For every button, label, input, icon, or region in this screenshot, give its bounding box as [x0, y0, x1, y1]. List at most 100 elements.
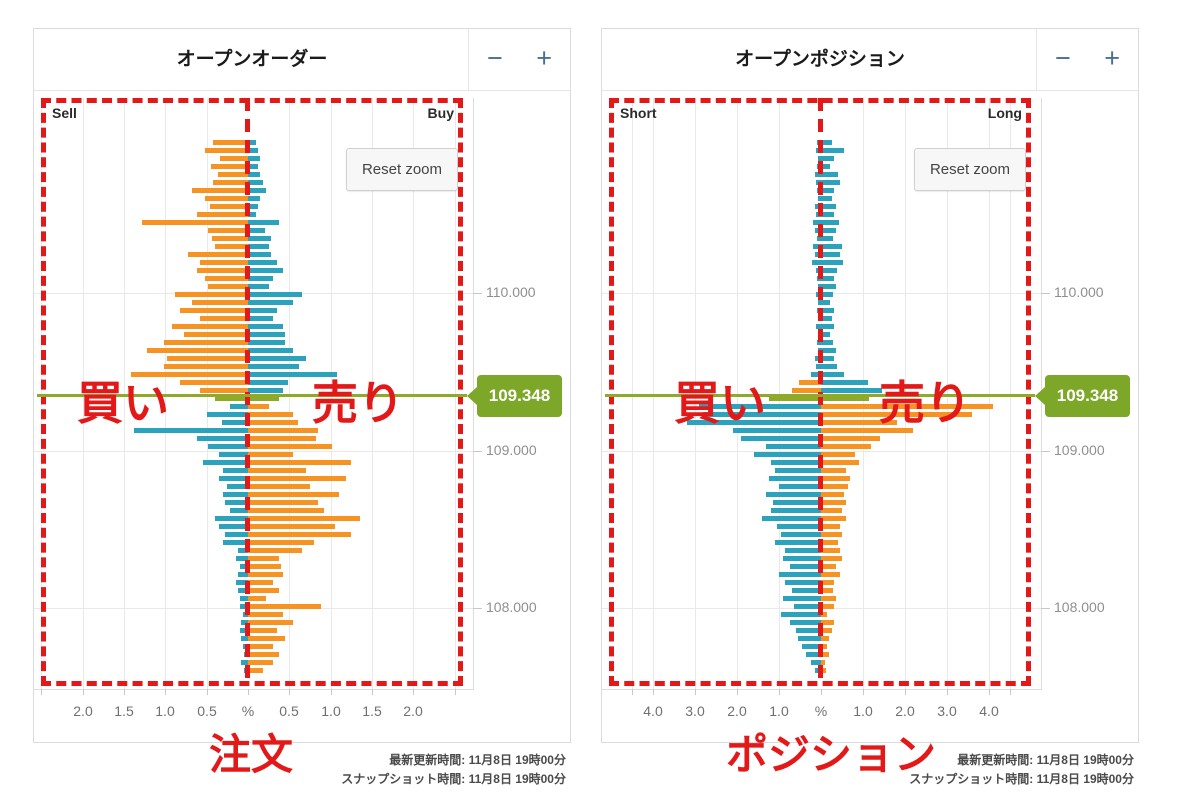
- left-bar: [814, 172, 821, 177]
- timestamps: 最新更新時間: 11月8日 19時00分 スナップショット時間: 11月8日 1…: [909, 751, 1134, 789]
- right-bar: [248, 388, 283, 393]
- x-tick-mark: [330, 689, 332, 695]
- left-bar: [180, 308, 248, 313]
- left-bar: [732, 428, 821, 433]
- right-bar: [821, 500, 847, 505]
- right-bar: [248, 580, 273, 585]
- right-bar: [821, 436, 880, 441]
- zoom-out-button[interactable]: −: [1055, 43, 1071, 73]
- right-bar: [821, 620, 834, 625]
- right-bar: [821, 244, 842, 249]
- right-bar: [821, 268, 837, 273]
- right-bar: [821, 428, 914, 433]
- left-bar: [774, 468, 821, 473]
- x-axis-tick: 1.0: [769, 703, 789, 719]
- zoom-in-button[interactable]: +: [536, 43, 552, 73]
- price-axis-label: 108.000: [486, 599, 537, 615]
- x-axis-tick: 0.5: [279, 703, 299, 719]
- right-bar: [248, 244, 269, 249]
- vertical-gridline: [989, 98, 990, 689]
- right-bar: [821, 492, 845, 497]
- right-bar: [248, 308, 277, 313]
- right-bar: [821, 156, 834, 161]
- right-bar: [248, 596, 267, 601]
- right-bar: [248, 364, 300, 369]
- left-bar: [235, 580, 248, 585]
- left-bar: [791, 388, 821, 393]
- x-axis-tick: 1.5: [362, 703, 382, 719]
- right-bar: [248, 164, 258, 169]
- left-bar: [191, 188, 248, 193]
- right-bar: [248, 228, 265, 233]
- right-bar: [248, 436, 316, 441]
- right-bar: [248, 348, 294, 353]
- right-bar: [248, 476, 346, 481]
- current-price-badge: 109.348: [477, 375, 562, 417]
- left-bar: [213, 180, 248, 185]
- right-bar: [821, 356, 834, 361]
- reset-zoom-button[interactable]: Reset zoom: [914, 148, 1026, 191]
- right-bar: [821, 220, 839, 225]
- annotation-buy-text: 買い: [77, 377, 169, 429]
- vertical-gridline: [905, 98, 906, 689]
- right-bar: [821, 460, 859, 465]
- zoom-in-button[interactable]: +: [1104, 43, 1120, 73]
- x-tick-mark: [653, 689, 654, 695]
- right-bar: [821, 452, 855, 457]
- right-bar: [248, 236, 272, 241]
- price-tick-mark: [473, 293, 482, 294]
- left-bar: [239, 628, 248, 633]
- left-bar: [703, 412, 821, 417]
- left-bar: [235, 556, 248, 561]
- panel-title: オープンオーダー: [176, 49, 328, 70]
- right-bar: [248, 636, 286, 641]
- right-bar: [821, 276, 834, 281]
- right-bar: [248, 172, 261, 177]
- x-tick-mark: [165, 689, 167, 695]
- right-bar: [248, 196, 261, 201]
- right-bar: [248, 380, 288, 385]
- left-bar: [770, 508, 821, 513]
- short-side-label: Short: [620, 105, 657, 121]
- vertical-gridline: [82, 98, 84, 689]
- x-tick-mark: [737, 689, 738, 695]
- left-bar: [191, 300, 248, 305]
- right-bar: [821, 308, 834, 313]
- right-bar: [248, 220, 280, 225]
- left-bar: [783, 596, 821, 601]
- left-bar: [762, 516, 821, 521]
- vertical-gridline: [289, 98, 291, 689]
- left-bar: [795, 628, 821, 633]
- x-axis-tick: 0.5: [197, 703, 217, 719]
- snapshot-time: スナップショット時間: 11月8日 19時00分: [341, 772, 566, 786]
- right-bar: [248, 284, 269, 289]
- left-bar: [214, 244, 248, 249]
- right-bar: [248, 628, 277, 633]
- left-bar: [793, 604, 821, 609]
- left-bar: [171, 324, 248, 329]
- right-bar: [821, 228, 836, 233]
- x-tick-mark: [124, 689, 126, 695]
- right-bar: [821, 380, 869, 385]
- vertical-gridline: [124, 98, 126, 689]
- right-bar: [248, 412, 294, 417]
- price-axis-label: 108.000: [1054, 599, 1105, 615]
- reset-zoom-button[interactable]: Reset zoom: [346, 148, 458, 191]
- left-bar: [208, 444, 248, 449]
- vertical-gridline: [454, 98, 456, 689]
- left-bar: [241, 636, 248, 641]
- left-bar: [797, 636, 821, 641]
- right-bar: [821, 484, 849, 489]
- left-bar: [802, 644, 821, 649]
- right-bar: [248, 620, 294, 625]
- left-bar: [219, 452, 248, 457]
- right-bar: [821, 188, 835, 193]
- x-tick-mark: [413, 689, 415, 695]
- left-bar: [205, 196, 248, 201]
- right-bar: [821, 604, 834, 609]
- right-bar: [248, 556, 280, 561]
- price-tick-mark: [1041, 608, 1050, 609]
- percent-axis-line: [34, 689, 474, 690]
- zoom-out-button[interactable]: −: [487, 43, 503, 73]
